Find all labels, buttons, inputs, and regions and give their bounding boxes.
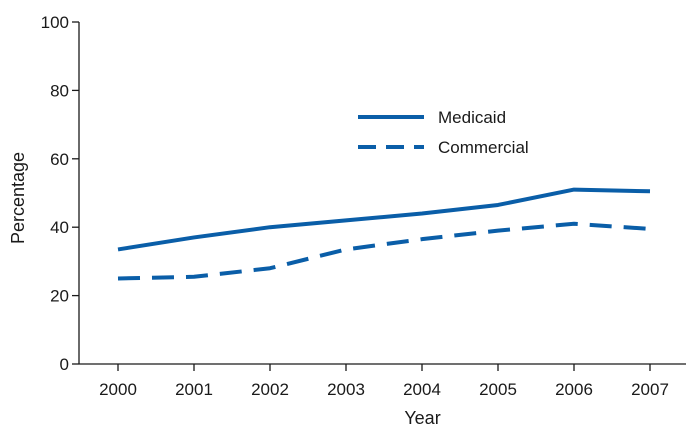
- series-line-medicaid: [117, 187, 651, 252]
- y-tick-label: 80: [50, 81, 69, 100]
- x-tick-label: 2007: [631, 380, 669, 399]
- legend-label-commercial: Commercial: [438, 138, 529, 157]
- series-layer: [117, 187, 651, 281]
- x-axis-label: Year: [404, 408, 440, 428]
- y-tick-label: 100: [41, 13, 69, 32]
- x-tick-label: 2000: [99, 380, 137, 399]
- y-ticks: 0 20 40 60 80 100: [41, 13, 79, 374]
- x-tick-label: 2002: [251, 380, 289, 399]
- series-line-commercial: [117, 221, 651, 281]
- y-axis-label: Percentage: [8, 152, 28, 244]
- legend-label-medicaid: Medicaid: [438, 108, 506, 127]
- y-tick-label: 40: [50, 218, 69, 237]
- y-tick-label: 60: [50, 150, 69, 169]
- x-tick-label: 2003: [327, 380, 365, 399]
- x-tick-label: 2005: [479, 380, 517, 399]
- legend: Medicaid Commercial: [358, 108, 529, 157]
- x-tick-label: 2006: [555, 380, 593, 399]
- x-ticks: 2000 2001 2002 2003 2004 2005 2006 2007: [99, 364, 669, 399]
- y-tick-label: 0: [60, 355, 69, 374]
- x-tick-label: 2001: [175, 380, 213, 399]
- y-tick-label: 20: [50, 287, 69, 306]
- axes: [78, 22, 686, 365]
- x-tick-label: 2004: [403, 380, 441, 399]
